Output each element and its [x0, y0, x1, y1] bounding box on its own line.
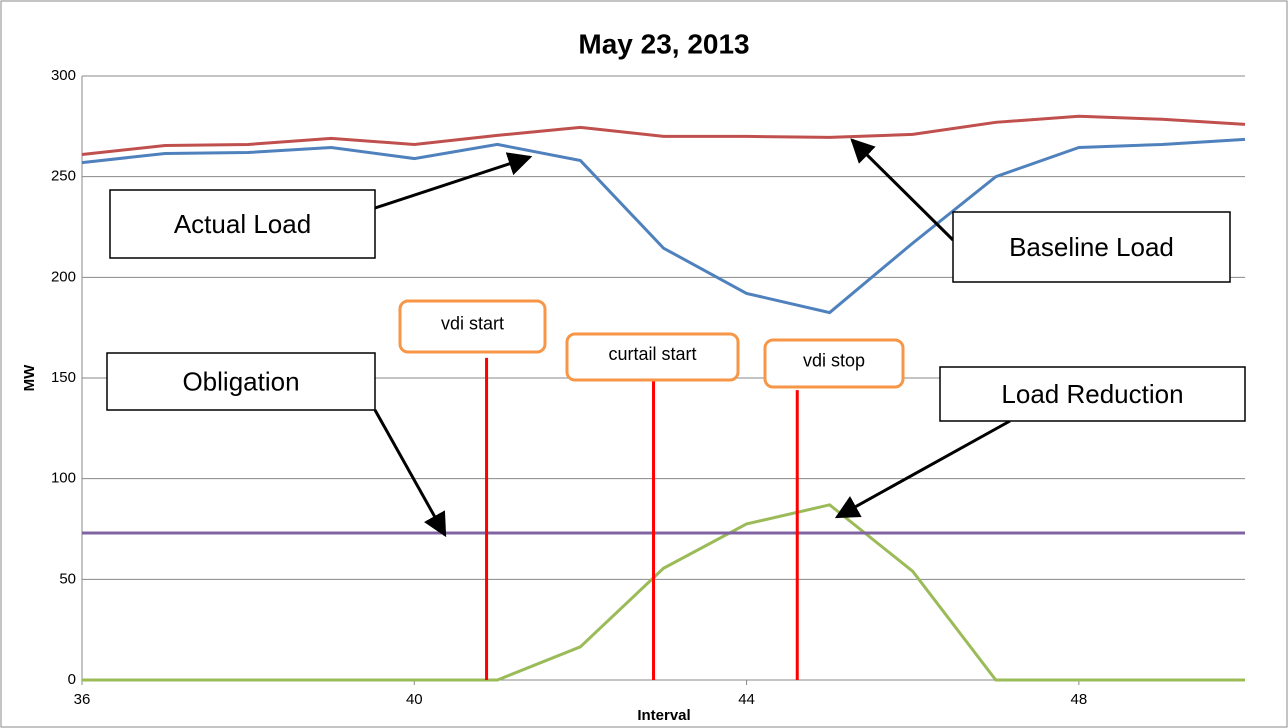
x-axis-label: Interval: [637, 707, 690, 724]
callout-arrow: [374, 152, 533, 210]
event-box: [398, 299, 547, 354]
y-tick-label: 200: [51, 268, 76, 285]
y-tick-label: 300: [51, 67, 76, 84]
x-tick-label: 44: [738, 691, 755, 708]
y-tick-label: 150: [51, 369, 76, 386]
callout-label: Obligation: [182, 366, 299, 396]
callout-box: [939, 366, 1246, 422]
callout-arrow: [834, 419, 1011, 519]
callout-arrow: [373, 409, 447, 538]
y-tick-label: 100: [51, 470, 76, 487]
event-label: vdi start: [441, 313, 504, 333]
event-label: vdi stop: [803, 350, 865, 370]
callout-box: [109, 189, 376, 259]
x-tick-label: 36: [74, 691, 91, 708]
x-tick-label: 48: [1071, 691, 1088, 708]
callout-box: [952, 211, 1231, 283]
callout-box: [106, 352, 376, 411]
callout-label: Baseline Load: [1009, 232, 1174, 262]
event-label: curtail start: [608, 344, 696, 364]
x-tick-label: 40: [406, 691, 423, 708]
series-line: [81, 114, 1246, 157]
chart-title: May 23, 2013: [578, 28, 749, 59]
y-axis-label: MW: [21, 364, 38, 391]
series-line: [82, 503, 1245, 682]
y-tick-label: 0: [68, 671, 76, 688]
y-tick-label: 50: [59, 570, 76, 587]
callout-label: Load Reduction: [1001, 379, 1183, 409]
event-box: [763, 338, 905, 389]
event-box: [565, 332, 740, 382]
series-line: [81, 137, 1246, 315]
callout-arrow: [850, 138, 955, 242]
y-tick-label: 250: [51, 168, 76, 185]
callout-label: Actual Load: [174, 209, 311, 239]
